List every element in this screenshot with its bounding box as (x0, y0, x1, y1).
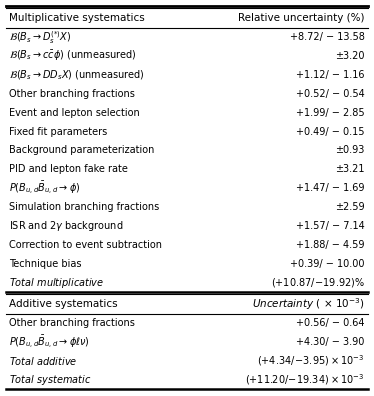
Text: $\mathit{Total\ additive}$: $\mathit{Total\ additive}$ (9, 355, 78, 367)
Text: $\mathit{Uncertainty}$ ( $\times$ 10$^{-3}$): $\mathit{Uncertainty}$ ( $\times$ 10$^{-… (252, 296, 365, 312)
Text: +0.39/ − 10.00: +0.39/ − 10.00 (290, 259, 365, 268)
Text: Relative uncertainty (%): Relative uncertainty (%) (238, 13, 365, 23)
Text: Additive systematics: Additive systematics (9, 299, 118, 309)
Text: Multiplicative systematics: Multiplicative systematics (9, 13, 145, 23)
Text: $\mathcal{B}(B_s \rightarrow DD_sX)$ (unmeasured): $\mathcal{B}(B_s \rightarrow DD_sX)$ (un… (9, 68, 145, 82)
Text: +8.72/ − 13.58: +8.72/ − 13.58 (290, 32, 365, 42)
Text: +1.57/ − 7.14: +1.57/ − 7.14 (296, 221, 365, 231)
Text: $(+10.87/\!-\!19.92)\%$: $(+10.87/\!-\!19.92)\%$ (271, 276, 365, 289)
Text: Technique bias: Technique bias (9, 259, 82, 268)
Text: ISR and 2$\gamma$ background: ISR and 2$\gamma$ background (9, 219, 124, 233)
Text: ±3.21: ±3.21 (335, 164, 365, 174)
Text: +1.47/ − 1.69: +1.47/ − 1.69 (296, 183, 365, 193)
Text: Fixed fit parameters: Fixed fit parameters (9, 127, 108, 137)
Text: $P(B_{u,d}\bar{B}_{u,d} \rightarrow \phi)$: $P(B_{u,d}\bar{B}_{u,d} \rightarrow \phi… (9, 180, 81, 197)
Text: Simulation branching fractions: Simulation branching fractions (9, 202, 160, 212)
Text: ±0.93: ±0.93 (335, 145, 365, 155)
Text: +1.88/ − 4.59: +1.88/ − 4.59 (296, 240, 365, 250)
Text: Event and lepton selection: Event and lepton selection (9, 108, 140, 118)
Text: +0.52/ − 0.54: +0.52/ − 0.54 (296, 89, 365, 99)
Text: PID and lepton fake rate: PID and lepton fake rate (9, 164, 128, 174)
Text: +1.99/ − 2.85: +1.99/ − 2.85 (296, 108, 365, 118)
Text: Background parameterization: Background parameterization (9, 145, 155, 155)
Text: $\mathit{Total\ systematic}$: $\mathit{Total\ systematic}$ (9, 373, 92, 387)
Text: +0.49/ − 0.15: +0.49/ − 0.15 (296, 127, 365, 137)
Text: $\mathit{Total\ multiplicative}$: $\mathit{Total\ multiplicative}$ (9, 276, 105, 289)
Text: $(+4.34/\!-\!3.95) \times 10^{-3}$: $(+4.34/\!-\!3.95) \times 10^{-3}$ (257, 354, 365, 368)
Text: ±2.59: ±2.59 (335, 202, 365, 212)
Text: $(+11.20/\!-\!19.34) \times 10^{-3}$: $(+11.20/\!-\!19.34) \times 10^{-3}$ (245, 372, 365, 387)
Text: $\mathcal{B}(B_s \rightarrow c\bar{c}\phi)$ (unmeasured): $\mathcal{B}(B_s \rightarrow c\bar{c}\ph… (9, 49, 137, 63)
Text: Correction to event subtraction: Correction to event subtraction (9, 240, 162, 250)
Text: ±3.20: ±3.20 (335, 51, 365, 61)
Text: Other branching fractions: Other branching fractions (9, 89, 135, 99)
Text: $\mathcal{B}(B_s \rightarrow D_s^{(*)}X)$: $\mathcal{B}(B_s \rightarrow D_s^{(*)}X)… (9, 29, 72, 46)
Text: +4.30/ − 3.90: +4.30/ − 3.90 (296, 337, 365, 347)
Text: +0.56/ − 0.64: +0.56/ − 0.64 (296, 318, 365, 328)
Text: +1.12/ − 1.16: +1.12/ − 1.16 (296, 70, 365, 80)
Text: Other branching fractions: Other branching fractions (9, 318, 135, 328)
Text: $P(B_{u,d}\bar{B}_{u,d} \rightarrow \phi\ell\nu)$: $P(B_{u,d}\bar{B}_{u,d} \rightarrow \phi… (9, 333, 90, 350)
